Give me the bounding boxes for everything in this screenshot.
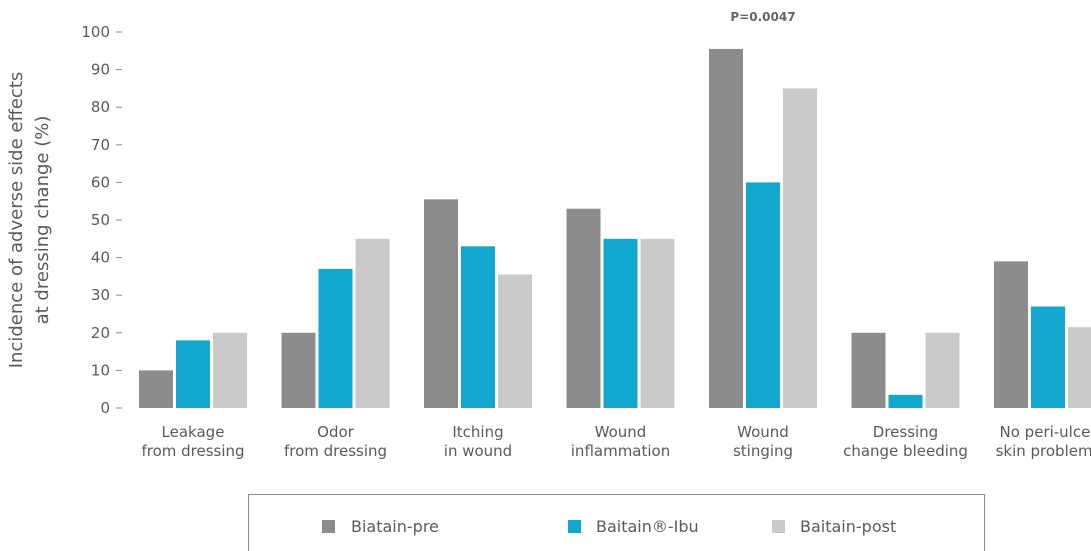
y-tick-label: 0 [100,399,110,417]
bar [783,88,817,409]
y-axis-title-line: Incidence of adverse side effects [6,72,27,369]
bar [318,268,353,408]
bar [355,238,390,408]
bar [1068,327,1091,408]
bar [176,340,210,408]
y-axis-title: Incidence of adverse side effects at dres… [6,72,53,369]
y-tick-label: 10 [91,361,110,379]
bar [851,332,886,408]
annotations: P=0.0047 [730,10,795,24]
legend: Biatain-pre Baitain®-Ibu Baitain-post [248,494,985,551]
y-tick-label: 30 [91,286,110,304]
legend-box [248,494,985,551]
legend-swatch [568,520,581,533]
bar [281,332,316,408]
bar [139,370,173,408]
y-tick-label: 100 [81,23,110,41]
category-label: Wound inflammation [571,423,670,460]
y-tick-label: 40 [91,249,110,267]
legend-swatch [772,520,785,533]
legend-label: Biatain-pre [351,517,439,536]
bars-group [139,48,1091,409]
bar [424,199,458,408]
y-tick-label: 90 [91,61,110,79]
bar [640,238,675,408]
bar [566,208,601,408]
y-tick-label: 60 [91,173,110,191]
bar [213,332,247,408]
y-tick-label: 20 [91,324,110,342]
bar [1031,306,1065,408]
y-tick-label: 70 [91,136,110,154]
category-labels: Leakage from dressing Odor from dressing Itc… [141,423,1091,460]
legend-label: Baitain-post [800,517,896,536]
p-value-annotation: P=0.0047 [730,10,795,24]
bar [709,48,743,409]
bar [461,246,495,408]
bar [746,182,780,408]
legend-swatch [322,520,335,533]
y-tick-label: 80 [91,98,110,116]
bar [925,332,960,408]
y-axis: 0 10 20 30 40 50 60 70 80 90 100 [81,23,122,417]
category-label: Itching in wound [444,423,512,460]
bar [498,274,532,408]
category-label: Odor from dressing [284,423,387,460]
bar [603,238,638,408]
category-label: No peri-ulcer skin problems [996,423,1091,460]
bar [994,261,1028,408]
legend-label: Baitain®-Ibu [596,517,699,536]
category-label: Leakage from dressing [141,423,244,460]
y-tick-label: 50 [91,211,110,229]
y-axis-title-line: at dressing change (%) [32,116,53,325]
bar [888,394,923,408]
category-label: Wound stinging [733,423,793,460]
category-label: Dressing change bleeding [843,423,968,460]
